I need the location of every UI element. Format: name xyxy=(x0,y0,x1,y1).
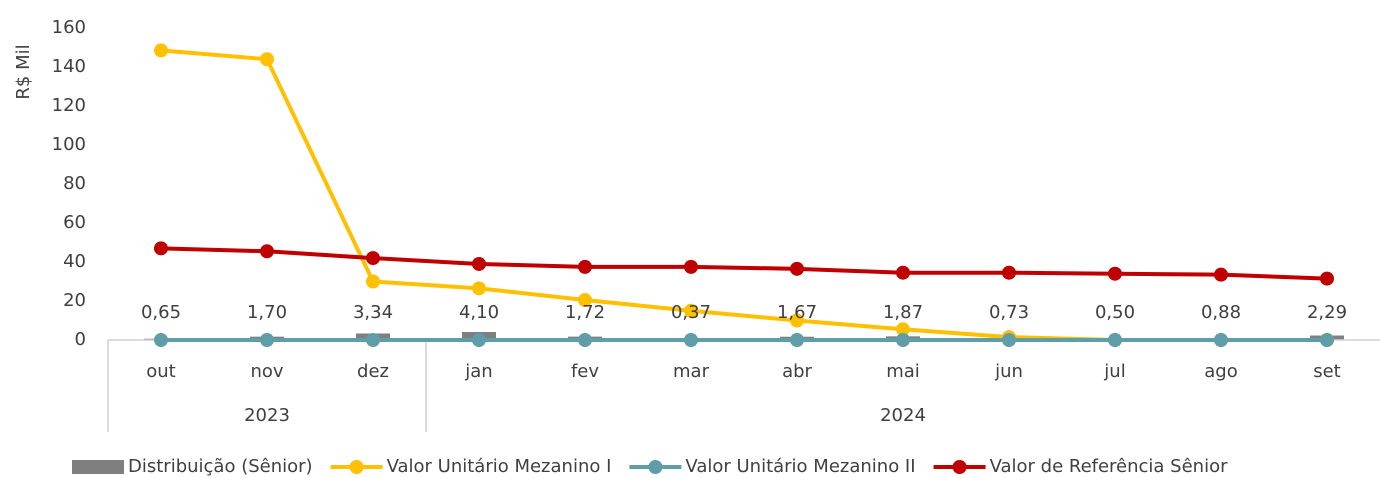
marker xyxy=(1002,333,1016,347)
marker xyxy=(1214,333,1228,347)
x-tick-label: jun xyxy=(994,361,1023,382)
y-tick-label: 140 xyxy=(52,56,86,77)
marker xyxy=(790,333,804,347)
y-tick-label: 80 xyxy=(63,173,86,194)
x-tick-label: set xyxy=(1313,361,1341,382)
data-label: 1,70 xyxy=(247,302,287,323)
y-tick-label: 160 xyxy=(52,17,86,38)
marker xyxy=(578,333,592,347)
x-tick-label: fev xyxy=(571,361,599,382)
x-tick-label: ago xyxy=(1204,361,1237,382)
marker xyxy=(790,261,804,276)
legend-label: Valor Unitário Mezanino II xyxy=(685,456,915,477)
marker xyxy=(260,244,274,259)
marker xyxy=(684,333,698,347)
marker xyxy=(684,303,698,318)
marker xyxy=(1108,266,1122,281)
line xyxy=(160,246,1328,281)
data-label: 2,29 xyxy=(1307,302,1347,323)
marker xyxy=(366,274,380,289)
marker xyxy=(1214,267,1228,282)
marker xyxy=(684,259,698,274)
marker xyxy=(578,259,592,274)
x-tick-label: mai xyxy=(886,361,920,382)
x-tick-label: dez xyxy=(357,361,389,382)
group-label: 2023 xyxy=(244,405,290,426)
y-tick-label: 100 xyxy=(52,134,86,155)
marker xyxy=(896,333,910,347)
group-label: 2024 xyxy=(880,405,926,426)
marker xyxy=(472,281,486,296)
legend-label: Distribuição (Sênior) xyxy=(128,456,313,477)
marker xyxy=(578,293,592,308)
marker xyxy=(154,43,168,58)
data-label: 0,50 xyxy=(1095,302,1135,323)
marker xyxy=(790,313,804,328)
y-tick-label: 120 xyxy=(52,95,86,116)
legend-label: Valor de Referência Sênior xyxy=(990,456,1229,477)
legend-swatch xyxy=(648,460,663,474)
line xyxy=(160,48,1327,342)
x-tick-label: mar xyxy=(673,361,710,382)
marker xyxy=(896,265,910,280)
y-tick-label: 0 xyxy=(75,329,86,350)
data-label: 1,87 xyxy=(883,302,923,323)
marker xyxy=(1320,333,1334,347)
marker xyxy=(472,333,486,347)
legend-swatch xyxy=(952,460,967,474)
y-axis-label: R$ Mil xyxy=(13,44,34,99)
y-tick-label: 20 xyxy=(63,290,86,311)
data-label: 0,65 xyxy=(141,302,181,323)
y-tick-label: 40 xyxy=(63,251,86,272)
marker xyxy=(896,322,910,337)
marker xyxy=(366,333,380,347)
data-label: 1,67 xyxy=(777,302,817,323)
data-label: 3,34 xyxy=(353,302,393,323)
marker xyxy=(472,256,486,271)
data-label: 0,37 xyxy=(671,302,711,323)
marker xyxy=(1002,265,1016,280)
x-tick-label: nov xyxy=(250,361,283,382)
data-label: 0,88 xyxy=(1201,302,1241,323)
marker xyxy=(260,52,274,67)
x-tick-label: jul xyxy=(1103,361,1125,382)
x-tick-label: abr xyxy=(782,361,812,382)
legend-swatch xyxy=(72,460,124,474)
x-tick-label: out xyxy=(146,361,175,382)
legend-label: Valor Unitário Mezanino I xyxy=(387,456,612,477)
x-tick-label: jan xyxy=(464,361,492,382)
marker xyxy=(366,251,380,266)
data-label: 0,73 xyxy=(989,302,1029,323)
marker xyxy=(154,241,168,256)
legend-swatch xyxy=(349,460,364,474)
y-tick-label: 60 xyxy=(63,212,86,233)
data-label: 4,10 xyxy=(459,302,499,323)
marker xyxy=(260,333,274,347)
marker xyxy=(1108,333,1122,347)
marker xyxy=(154,333,168,347)
marker xyxy=(1320,271,1334,286)
data-label: 1,72 xyxy=(565,302,605,323)
